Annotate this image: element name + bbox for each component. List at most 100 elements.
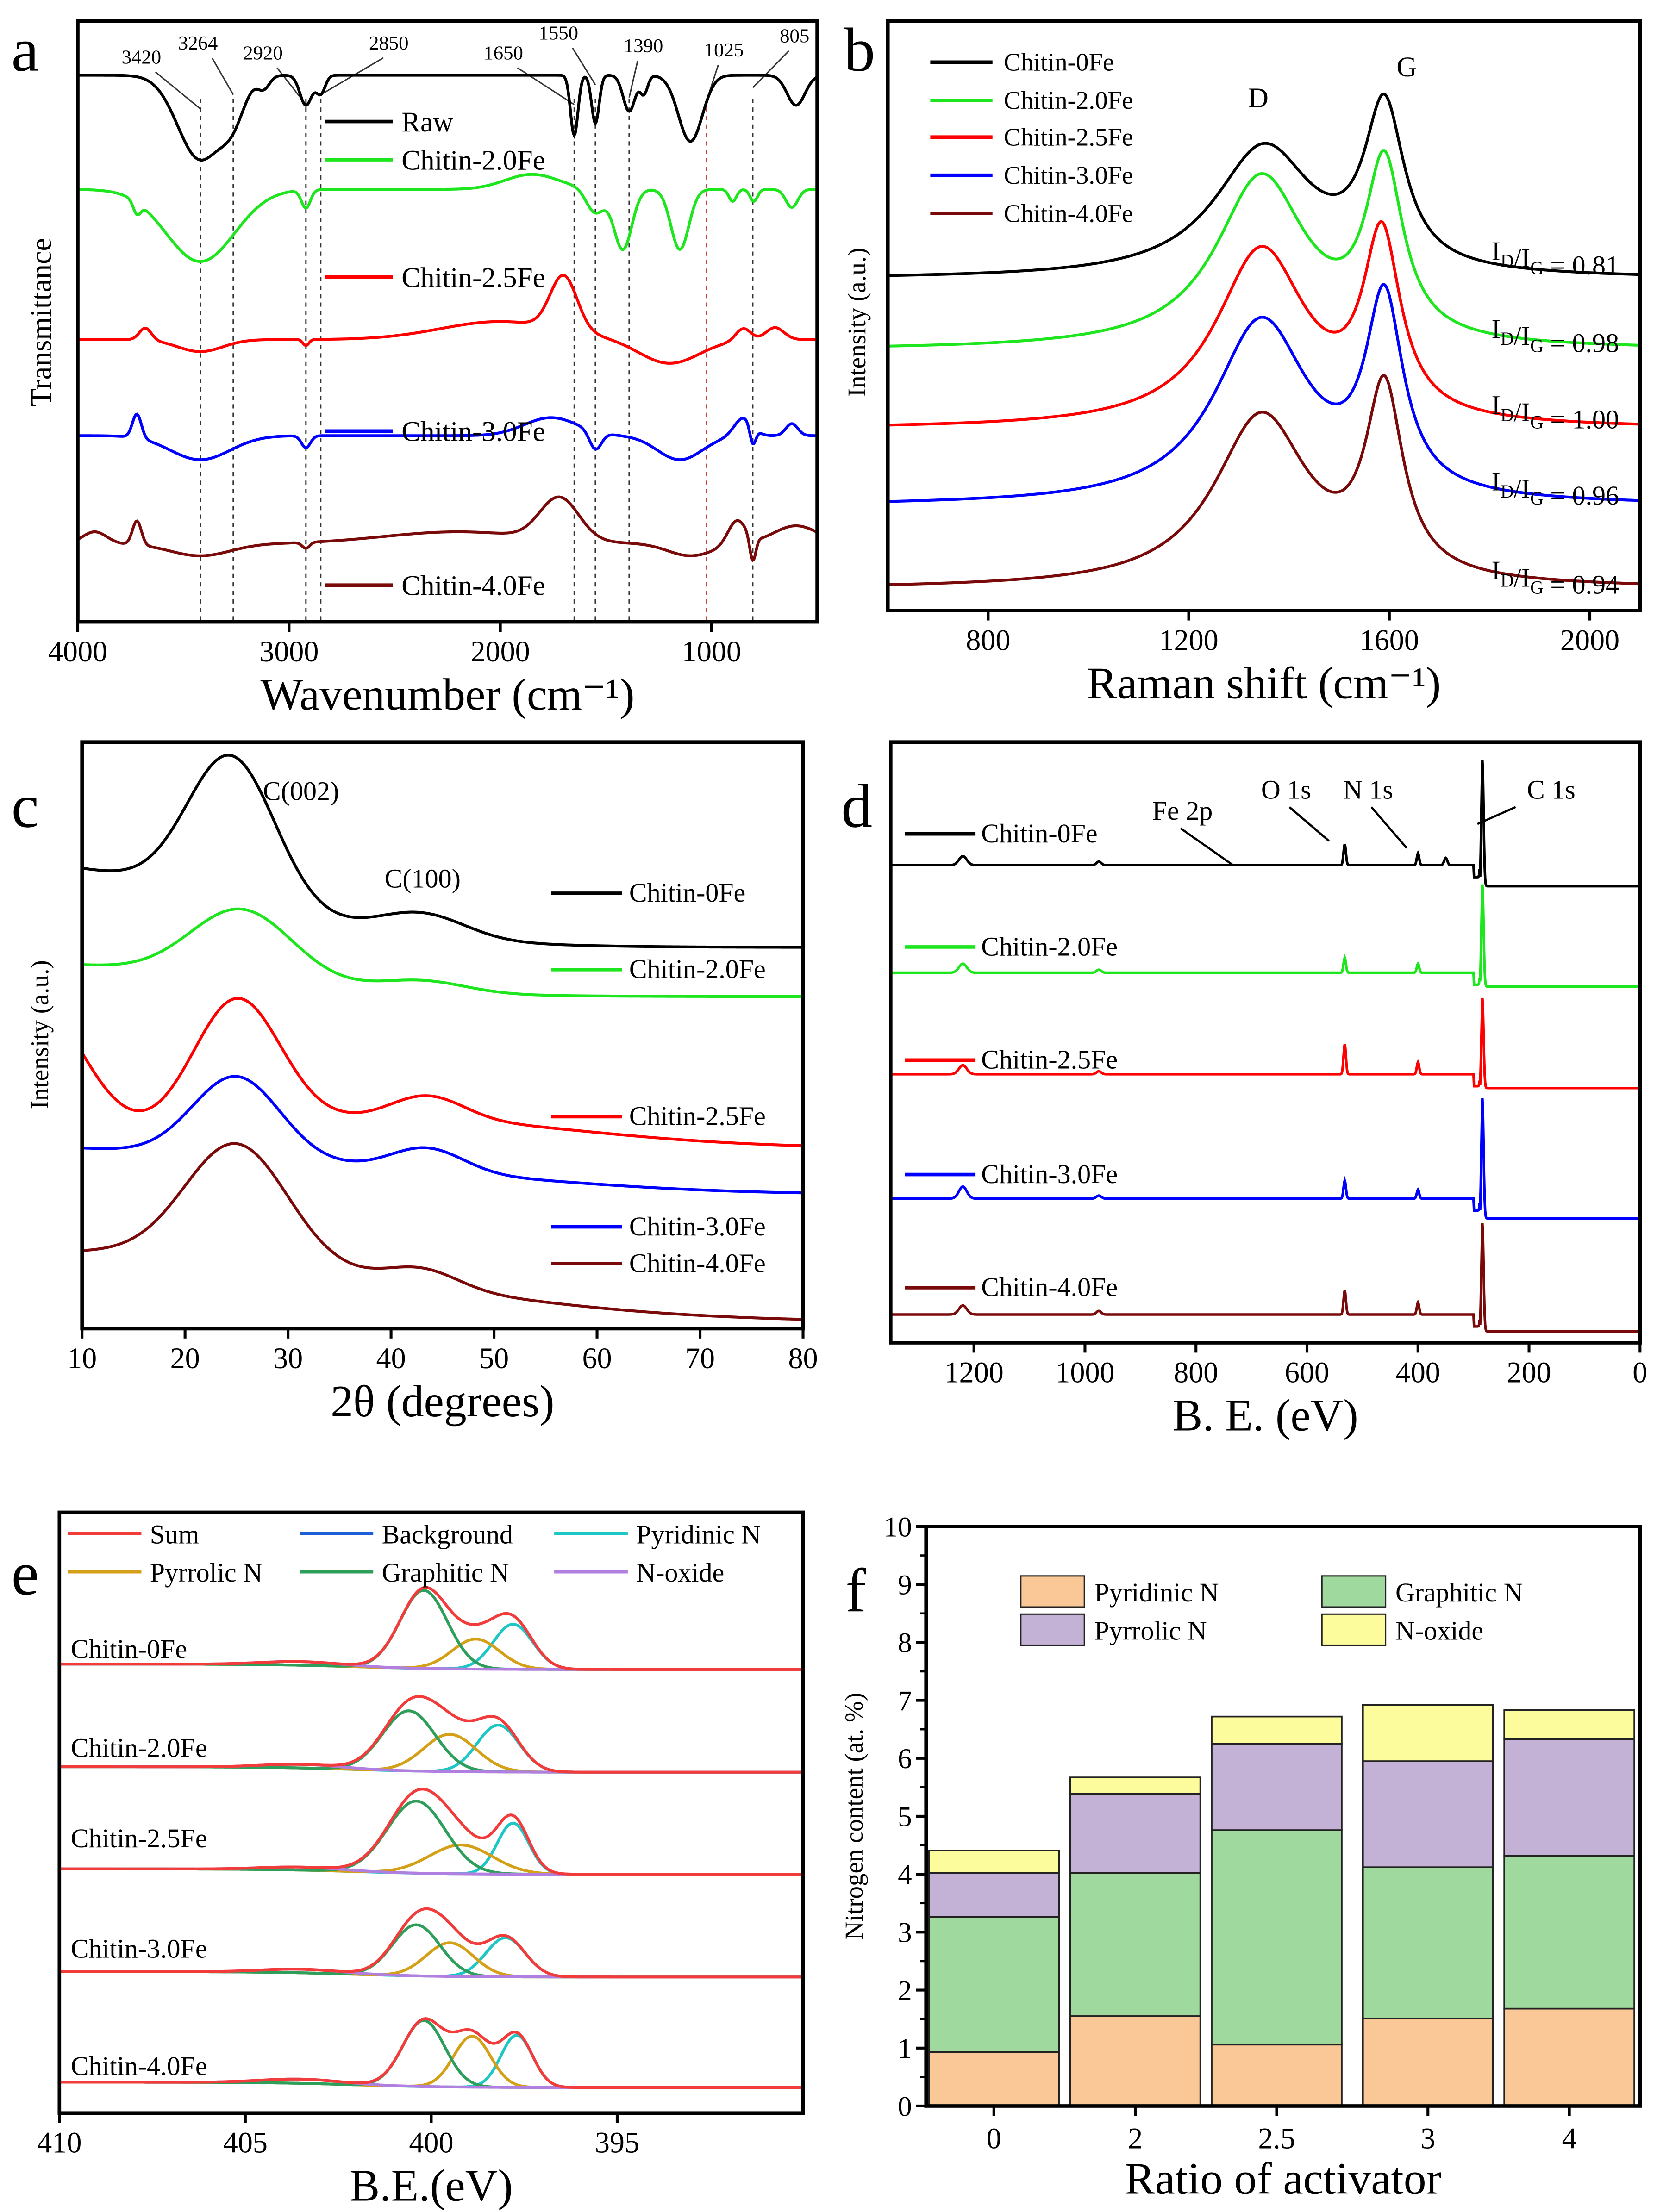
- xrd-series-line: [81, 754, 803, 949]
- ytick-label: 0: [898, 2091, 912, 2122]
- x-axis-title: Wavenumber (cm⁻¹): [260, 670, 634, 720]
- id-ig-ratio-label: ID/IG = 0.96: [1492, 467, 1619, 511]
- legend-label: Chitin-0Fe: [1004, 48, 1114, 76]
- legend-label: Chitin-2.0Fe: [629, 954, 766, 984]
- annotation-arrow: [1477, 806, 1516, 825]
- legend-label: Graphitic N: [1395, 1577, 1523, 1608]
- annotation-arrow: [1180, 827, 1234, 866]
- ratio-text-part: D: [1501, 570, 1514, 591]
- bar-segment-n-oxide: [928, 1850, 1060, 1874]
- ratio-text-part: = 0.94: [1544, 570, 1619, 600]
- ytick-label: 7: [898, 1686, 912, 1717]
- bar-segment-n-oxide: [1362, 1704, 1494, 1762]
- annotation-arrow: [572, 48, 596, 86]
- panel-letter: b: [844, 16, 875, 85]
- id-ig-ratio-label: ID/IG = 0.81: [1492, 236, 1619, 280]
- x-axis-title: Ratio of activator: [1125, 2154, 1441, 2204]
- b-xtick-label: 800: [966, 624, 1010, 657]
- band-label-g: G: [1396, 52, 1417, 83]
- d-xtick-label: 0: [1632, 1356, 1647, 1389]
- xps-series-line: [890, 997, 1640, 1090]
- annotation-arrow: [1370, 806, 1408, 849]
- panel-d-xps-survey-chart: Chitin-0Fe Chitin-2.0Fe Chitin-2.5Fe Chitin…: [841, 740, 1647, 1440]
- raman-series-line: [888, 374, 1640, 586]
- xrd-series-line: [82, 1075, 803, 1195]
- sample-label: Chitin-0Fe: [71, 1634, 187, 1664]
- category-label: 4: [1562, 2122, 1577, 2155]
- c-xtick-label: 40: [376, 1342, 406, 1375]
- legend-label: Chitin-3.0Fe: [981, 1159, 1118, 1189]
- ratio-text-part: D: [1501, 329, 1514, 349]
- y-axis-title: Transmittance: [25, 238, 57, 406]
- bar-segment-pyrrolic-n: [1211, 1743, 1343, 1831]
- ytick-label: 6: [898, 1744, 912, 1775]
- ratio-text-part: /I: [1514, 397, 1530, 427]
- bar-segment-graphitic-n: [1503, 1855, 1635, 2010]
- sum-line: [59, 1788, 803, 1876]
- e-xtick-label: 405: [223, 2126, 268, 2159]
- ratio-text-part: G: [1530, 488, 1544, 509]
- raman-series-line: [888, 93, 1640, 277]
- sample-label: Chitin-2.5Fe: [71, 1823, 207, 1853]
- id-ig-ratio-label: ID/IG = 1.00: [1492, 390, 1619, 435]
- x-axis-title: 2θ (degrees): [331, 1377, 555, 1427]
- legend-label: Chitin-3.0Fe: [629, 1211, 766, 1241]
- sample-label: Chitin-3.0Fe: [71, 1933, 207, 1963]
- ratio-text-part: I: [1492, 314, 1501, 344]
- ratio-text-part: I: [1492, 390, 1501, 420]
- sum-line: [59, 2017, 803, 2089]
- category-label: 2: [1128, 2122, 1143, 2155]
- legend-label: Pyridinic N: [636, 1520, 761, 1550]
- peak-annotation-label: 1390: [624, 35, 663, 57]
- legend-label: Pyrrolic N: [1094, 1615, 1207, 1645]
- peak-annotation-label: 3420: [122, 46, 161, 68]
- a-xtick-label: 1000: [682, 635, 741, 668]
- legend-label: Sum: [150, 1520, 199, 1550]
- id-ig-ratio-label: ID/IG = 0.94: [1492, 555, 1619, 600]
- ratio-text-part: = 0.96: [1544, 480, 1619, 511]
- legend-label: Chitin-0Fe: [981, 818, 1097, 848]
- a-xtick-label: 3000: [259, 635, 319, 668]
- legend-label: Chitin-0Fe: [629, 878, 745, 908]
- peak-annotation-label: 2850: [369, 32, 409, 54]
- xps-series-line: [890, 884, 1640, 988]
- ratio-text-part: = 1.00: [1544, 404, 1619, 434]
- c-xtick-label: 30: [273, 1342, 303, 1375]
- panel-e-n1s-chart: Sum Background Pyridinic N Pyrrolic N Graphi…: [11, 1510, 805, 2211]
- bar-segment-pyrrolic-n: [1362, 1760, 1494, 1868]
- peak-label: C 1s: [1527, 774, 1576, 804]
- peak-annotation-label: 1650: [483, 42, 523, 64]
- ratio-text-part: /I: [1514, 321, 1530, 351]
- e-xtick-label: 395: [595, 2126, 639, 2159]
- bar-segment-pyrrolic-n: [1069, 1793, 1201, 1874]
- peak-label: C(100): [385, 864, 461, 894]
- peak-label: C(002): [263, 776, 339, 806]
- legend-label: Chitin-2.5Fe: [629, 1101, 766, 1131]
- y-axis-title: Intensity (a.u.): [843, 248, 871, 397]
- sample-label: Chitin-4.0Fe: [71, 2051, 207, 2081]
- d-xtick-label: 800: [1174, 1356, 1218, 1389]
- e-xtick-label: 410: [37, 2126, 81, 2159]
- legend-swatch: [1020, 1575, 1085, 1608]
- legend-label: Chitin-2.5Fe: [981, 1045, 1118, 1075]
- e-xtick-label: 400: [409, 2126, 453, 2159]
- bar-segment-graphitic-n: [928, 1916, 1060, 2053]
- ratio-text-part: /I: [1514, 562, 1530, 592]
- legend-label: Graphitic N: [382, 1558, 509, 1588]
- panel-letter: d: [841, 772, 872, 841]
- legend-label: Chitin-2.0Fe: [981, 931, 1118, 961]
- ftir-series-line: [77, 495, 818, 563]
- legend-label: Background: [382, 1520, 513, 1550]
- ftir-series-line: [77, 412, 818, 461]
- legend-label: Chitin-2.5Fe: [401, 262, 545, 293]
- peak-label: O 1s: [1261, 774, 1311, 804]
- annotation-arrow: [517, 67, 575, 106]
- ratio-text-part: /I: [1514, 243, 1530, 273]
- a-xtick-label: 2000: [471, 635, 530, 668]
- legend-label: N-oxide: [636, 1558, 724, 1588]
- b-plot-frame: [886, 19, 1642, 613]
- legend-label: Chitin-4.0Fe: [981, 1272, 1118, 1302]
- panel-letter: a: [11, 16, 39, 85]
- a-xtick-label: 4000: [48, 635, 107, 668]
